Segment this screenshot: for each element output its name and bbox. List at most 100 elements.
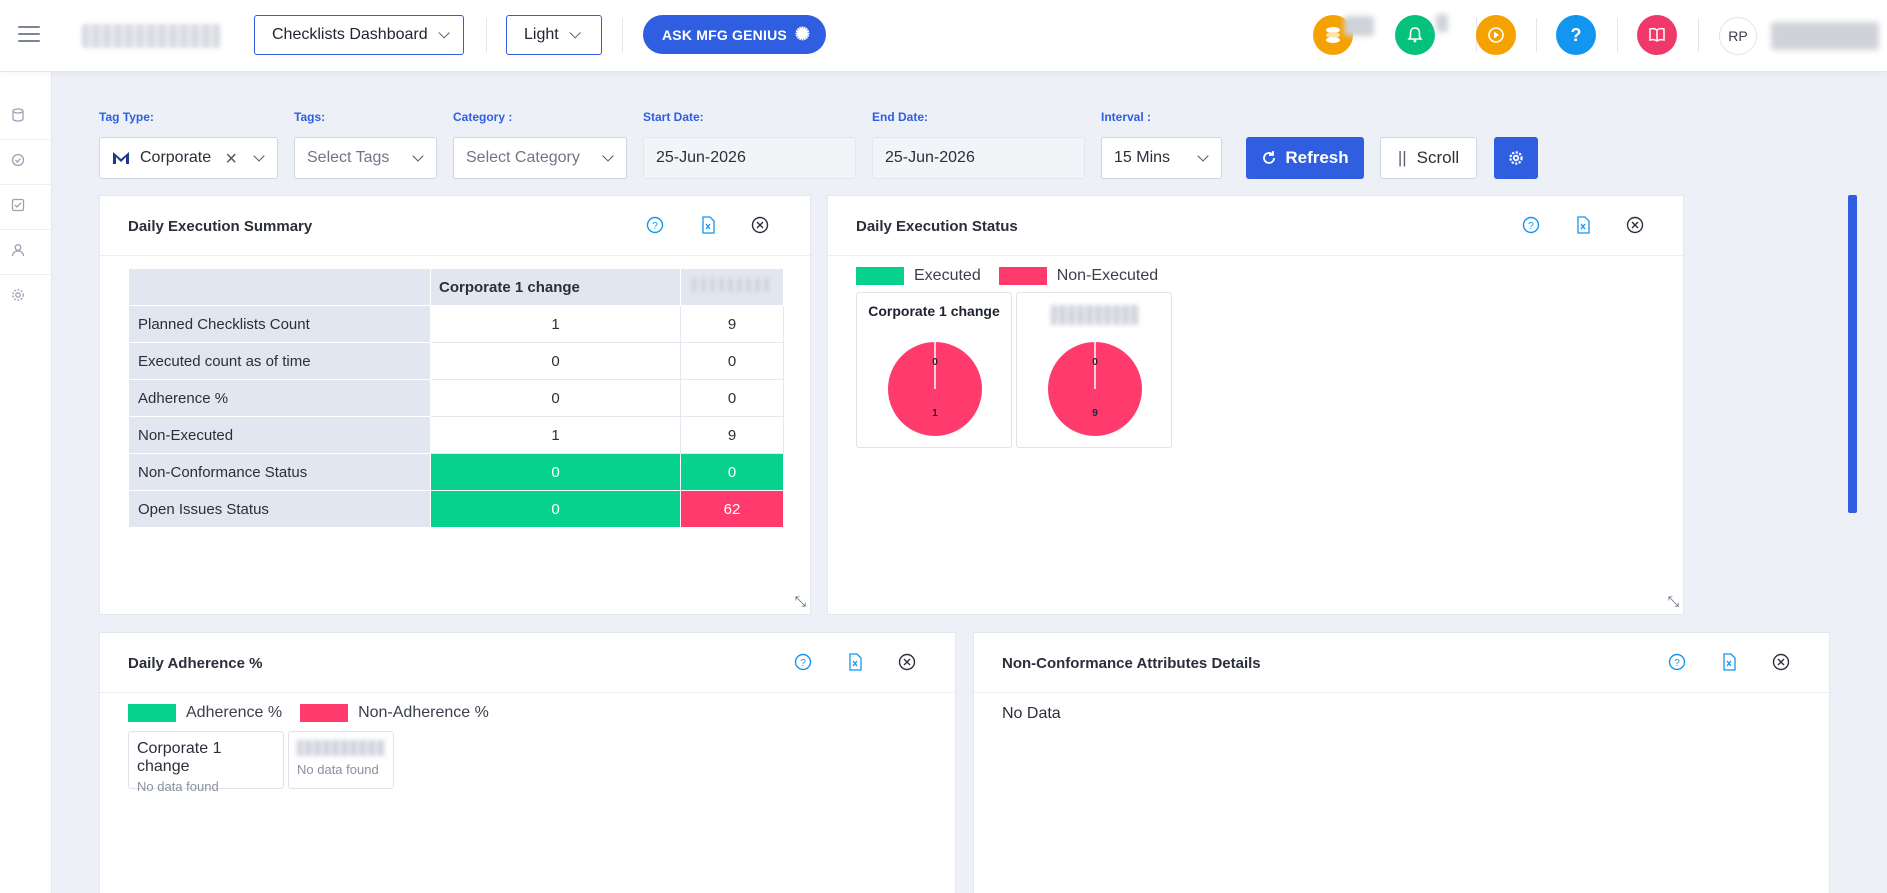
row-label: Open Issues Status	[128, 490, 431, 528]
pie-title: Corporate 1 change	[868, 303, 1000, 319]
table-row: Non-Conformance Status 0 0	[128, 453, 784, 491]
excel-export-icon[interactable]	[699, 216, 717, 234]
scroll-button[interactable]: || Scroll	[1380, 137, 1477, 179]
non-conformance-panel: Non-Conformance Attributes Details ? No …	[973, 632, 1830, 893]
blurred-column-header	[692, 278, 772, 292]
close-icon[interactable]	[751, 216, 769, 234]
help-icon[interactable]: ?	[646, 216, 664, 234]
clear-icon[interactable]: ×	[225, 148, 237, 170]
close-icon[interactable]	[898, 653, 916, 671]
pause-icon: ||	[1397, 148, 1407, 167]
chart-legend: Executed Non-Executed	[856, 267, 1176, 285]
close-icon[interactable]	[1772, 653, 1790, 671]
resize-handle-icon[interactable]: ⤡	[1667, 593, 1679, 609]
svg-text:?: ?	[652, 221, 658, 232]
tag-type-label: Tag Type:	[99, 110, 154, 124]
panel-title: Daily Execution Status	[856, 218, 1018, 235]
status-cell-green: 0	[680, 453, 784, 491]
row-value: 1	[430, 305, 681, 343]
book-icon[interactable]	[1637, 15, 1677, 55]
pie-data-label: 0	[1092, 357, 1098, 368]
column-header: Corporate 1 change	[430, 268, 681, 306]
start-date-value: 25-Jun-2026	[656, 149, 746, 166]
chevron-down-icon	[438, 27, 450, 39]
chevron-down-icon	[412, 150, 424, 162]
sidebar-item-tasks[interactable]	[11, 198, 25, 212]
corporate-icon	[113, 152, 129, 164]
play-icon[interactable]	[1476, 15, 1516, 55]
table-header-row: Corporate 1 change	[128, 268, 784, 306]
summary-table: Corporate 1 change Planned Checklists Co…	[128, 268, 784, 528]
scroll-label: Scroll	[1416, 148, 1460, 167]
chevron-down-icon	[569, 27, 581, 39]
help-icon[interactable]: ?	[794, 653, 812, 671]
interval-select[interactable]: 15 Mins	[1101, 137, 1222, 179]
refresh-icon	[1263, 151, 1276, 164]
dashboard-select[interactable]: Checklists Dashboard	[254, 15, 464, 55]
legend-item-adherence: Adherence %	[128, 704, 282, 722]
pie-chart: 09	[1048, 342, 1142, 436]
ask-mfg-genius-button[interactable]: ASK MFG GENIUS ✺	[643, 15, 826, 54]
end-date-label: End Date:	[872, 110, 929, 124]
row-value: 0	[430, 379, 681, 417]
help-icon[interactable]: ?	[1556, 15, 1596, 55]
sidebar-item-database[interactable]	[11, 108, 25, 122]
daily-adherence-panel: Daily Adherence % ? Adherence % Non-Adhe…	[99, 632, 956, 893]
panel-header: Daily Adherence % ?	[100, 633, 955, 693]
end-date-input[interactable]: 25-Jun-2026	[872, 137, 1085, 179]
excel-export-icon[interactable]	[1720, 653, 1738, 671]
row-label: Executed count as of time	[128, 342, 431, 380]
avatar[interactable]: RP	[1719, 17, 1757, 55]
row-value: 9	[680, 416, 784, 454]
interval-label: Interval :	[1101, 110, 1152, 124]
menu-icon[interactable]	[18, 26, 40, 42]
legend-label: Non-Executed	[1056, 267, 1159, 284]
scrollbar[interactable]	[1848, 195, 1857, 513]
refresh-button[interactable]: Refresh	[1246, 137, 1364, 179]
panel-header: Daily Execution Summary ?	[100, 196, 810, 256]
dashboard-select-label: Checklists Dashboard	[272, 26, 428, 43]
row-value: 0	[680, 342, 784, 380]
excel-export-icon[interactable]	[1574, 216, 1592, 234]
sidebar	[0, 72, 52, 893]
start-date-input[interactable]: 25-Jun-2026	[643, 137, 856, 179]
daily-execution-summary-panel: Daily Execution Summary ? Corporate 1 ch…	[99, 195, 811, 615]
adherence-card: No data found	[288, 731, 394, 789]
chevron-down-icon	[1197, 150, 1209, 162]
chevron-down-icon	[602, 150, 614, 162]
sidebar-item-users[interactable]	[11, 243, 25, 257]
table-row: Non-Executed 1 9	[128, 416, 784, 454]
end-date-value: 25-Jun-2026	[885, 149, 975, 166]
adherence-card-name: Corporate 1 change	[137, 740, 222, 775]
legend-label: Non-Adherence %	[358, 704, 489, 721]
close-icon[interactable]	[1626, 216, 1644, 234]
panel-title: Non-Conformance Attributes Details	[1002, 655, 1261, 672]
sparkle-icon: ✺	[794, 24, 811, 44]
resize-handle-icon[interactable]: ⤡	[794, 593, 806, 609]
theme-select[interactable]: Light	[506, 15, 602, 55]
row-label: Adherence %	[128, 379, 431, 417]
table-row: Open Issues Status 0 62	[128, 490, 784, 528]
help-icon[interactable]: ?	[1522, 216, 1540, 234]
sidebar-item-checklists[interactable]	[11, 153, 25, 167]
tag-type-select[interactable]: Corporate ×	[99, 137, 278, 179]
top-bar: Checklists Dashboard Light ASK MFG GENIU…	[0, 0, 1887, 72]
settings-button[interactable]	[1494, 137, 1538, 179]
sidebar-item-settings[interactable]	[11, 288, 25, 302]
interval-value: 15 Mins	[1114, 149, 1171, 166]
category-select[interactable]: Select Category	[453, 137, 627, 179]
user-name	[1771, 22, 1879, 50]
bell-icon[interactable]	[1395, 15, 1435, 55]
adherence-card: Corporate 1 change No data found	[128, 731, 284, 794]
tags-select[interactable]: Select Tags	[294, 137, 437, 179]
tags-placeholder: Select Tags	[307, 149, 390, 166]
panel-title: Daily Execution Summary	[128, 218, 313, 235]
blurred-pie-title	[1051, 305, 1139, 325]
no-data-text: No Data	[1002, 705, 1061, 722]
excel-export-icon[interactable]	[846, 653, 864, 671]
chart-legend: Adherence % Non-Adherence %	[128, 704, 507, 722]
adherence-card-note: No data found	[297, 762, 379, 777]
row-label: Non-Executed	[128, 416, 431, 454]
help-icon[interactable]: ?	[1668, 653, 1686, 671]
